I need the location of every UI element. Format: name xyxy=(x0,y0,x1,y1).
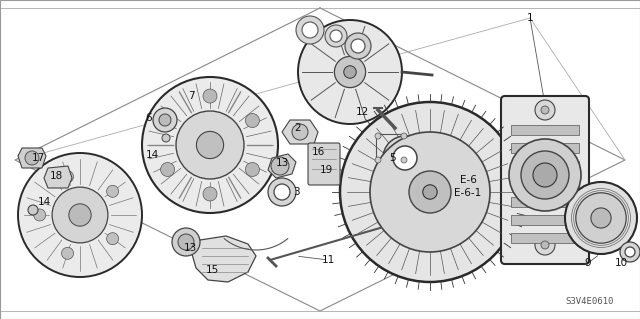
Circle shape xyxy=(25,151,39,165)
Text: 17: 17 xyxy=(31,153,45,163)
Circle shape xyxy=(535,100,555,120)
Polygon shape xyxy=(44,166,72,188)
Bar xyxy=(511,143,579,153)
Circle shape xyxy=(565,182,637,254)
Circle shape xyxy=(325,25,347,47)
Circle shape xyxy=(298,20,402,124)
Text: 2: 2 xyxy=(294,123,301,133)
Text: 5: 5 xyxy=(388,153,396,163)
Circle shape xyxy=(28,205,38,215)
Circle shape xyxy=(375,157,381,163)
Circle shape xyxy=(203,187,217,201)
Bar xyxy=(511,233,579,243)
Circle shape xyxy=(409,171,451,213)
Circle shape xyxy=(274,184,290,200)
Circle shape xyxy=(541,241,549,249)
FancyBboxPatch shape xyxy=(308,143,340,185)
Circle shape xyxy=(330,30,342,42)
Text: 13: 13 xyxy=(275,158,289,168)
Circle shape xyxy=(107,233,118,245)
Text: 16: 16 xyxy=(312,147,324,157)
Circle shape xyxy=(393,146,417,170)
Text: 18: 18 xyxy=(49,171,63,181)
Circle shape xyxy=(245,114,259,128)
Text: 1: 1 xyxy=(527,13,533,23)
Circle shape xyxy=(340,102,520,282)
Circle shape xyxy=(268,178,296,206)
Circle shape xyxy=(271,157,289,175)
Circle shape xyxy=(153,108,177,132)
Circle shape xyxy=(625,247,635,257)
Circle shape xyxy=(302,22,318,38)
FancyBboxPatch shape xyxy=(501,96,589,264)
Circle shape xyxy=(370,132,490,252)
Circle shape xyxy=(401,157,407,163)
Circle shape xyxy=(576,193,626,243)
Text: E-6: E-6 xyxy=(460,175,476,185)
Text: 7: 7 xyxy=(188,91,195,101)
Circle shape xyxy=(351,39,365,53)
Circle shape xyxy=(61,247,74,259)
Circle shape xyxy=(172,228,200,256)
Circle shape xyxy=(344,66,356,78)
Circle shape xyxy=(196,131,223,159)
Circle shape xyxy=(521,151,569,199)
Circle shape xyxy=(176,111,244,179)
Circle shape xyxy=(383,136,427,180)
Circle shape xyxy=(142,77,278,213)
Text: 6: 6 xyxy=(146,113,152,123)
Circle shape xyxy=(334,56,365,88)
Text: 13: 13 xyxy=(184,243,196,253)
Circle shape xyxy=(61,171,74,183)
Circle shape xyxy=(591,208,611,228)
Text: 19: 19 xyxy=(319,165,333,175)
Text: 9: 9 xyxy=(585,258,591,268)
Circle shape xyxy=(535,235,555,255)
Text: 3: 3 xyxy=(292,187,300,197)
Bar xyxy=(511,197,579,207)
Polygon shape xyxy=(282,120,318,144)
Text: S3V4E0610: S3V4E0610 xyxy=(566,298,614,307)
Circle shape xyxy=(541,106,549,114)
Circle shape xyxy=(203,89,217,103)
Circle shape xyxy=(245,162,259,176)
Circle shape xyxy=(52,187,108,243)
Bar xyxy=(511,215,579,225)
Polygon shape xyxy=(268,154,296,178)
Circle shape xyxy=(107,185,118,197)
Circle shape xyxy=(401,133,407,139)
Circle shape xyxy=(161,114,175,128)
Bar xyxy=(511,179,579,189)
Circle shape xyxy=(423,185,437,199)
Text: 11: 11 xyxy=(321,255,335,265)
Text: E-6-1: E-6-1 xyxy=(454,188,482,198)
Circle shape xyxy=(296,16,324,44)
Circle shape xyxy=(620,242,640,262)
Circle shape xyxy=(375,133,381,139)
Circle shape xyxy=(178,234,194,250)
Text: 10: 10 xyxy=(614,258,628,268)
Circle shape xyxy=(34,209,45,221)
Polygon shape xyxy=(192,236,256,282)
Text: 15: 15 xyxy=(205,265,219,275)
Text: 12: 12 xyxy=(355,107,369,117)
Circle shape xyxy=(509,139,581,211)
Circle shape xyxy=(533,163,557,187)
Circle shape xyxy=(345,33,371,59)
Bar xyxy=(511,161,579,171)
Circle shape xyxy=(69,204,91,226)
Circle shape xyxy=(18,153,142,277)
Polygon shape xyxy=(18,148,46,168)
Text: 14: 14 xyxy=(145,150,159,160)
Circle shape xyxy=(161,162,175,176)
Circle shape xyxy=(159,114,171,126)
Circle shape xyxy=(162,134,170,142)
Bar xyxy=(376,134,406,162)
Bar xyxy=(511,125,579,135)
Circle shape xyxy=(292,124,308,140)
Text: 14: 14 xyxy=(37,197,51,207)
